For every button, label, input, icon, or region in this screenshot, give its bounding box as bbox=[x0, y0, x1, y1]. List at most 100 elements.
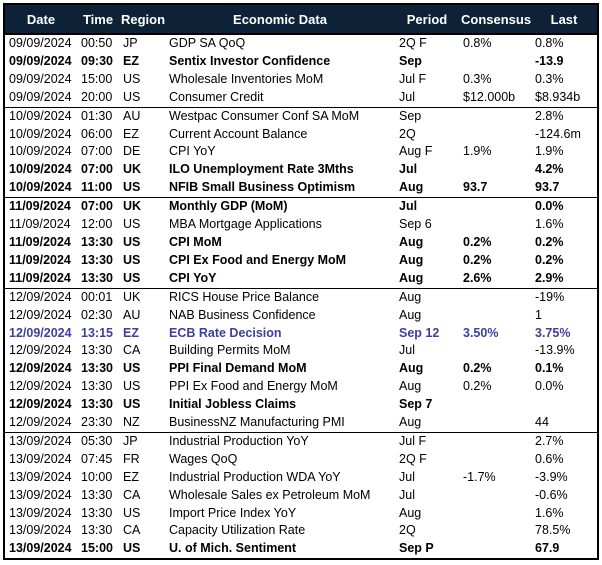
table-row: 09/09/2024 20:00 US Consumer Credit Jul $12.0… bbox=[5, 89, 597, 107]
cell-date: 10/09/2024 bbox=[9, 162, 72, 177]
table-row: 11/09/2024 07:00 UK Monthly GDP (MoM) Jul 0.0… bbox=[5, 197, 597, 217]
cell-last: 0.2% bbox=[535, 234, 564, 249]
cell-period: Sep P bbox=[399, 541, 434, 556]
table-row: 13/09/2024 13:30 CA Wholesale Sales ex Petr… bbox=[5, 487, 597, 505]
cell-time: 13:30 bbox=[81, 343, 113, 358]
cell-region: US bbox=[123, 361, 141, 376]
cell-date: 13/09/2024 bbox=[9, 469, 72, 484]
cell-consensus bbox=[459, 396, 531, 414]
cell-period: 2Q F bbox=[399, 36, 427, 50]
cell-time: 13:30 bbox=[81, 379, 113, 394]
table-row: 12/09/2024 02:30 AU NAB Business Confidence… bbox=[5, 307, 597, 325]
cell-region: US bbox=[123, 252, 141, 267]
cell-time: 13:30 bbox=[81, 270, 113, 285]
cell-consensus bbox=[459, 53, 531, 71]
cell-event: PPI Final Demand MoM bbox=[169, 361, 307, 376]
cell-period: Jul bbox=[395, 197, 459, 217]
cell-date: 12/09/2024 bbox=[9, 361, 72, 376]
table-row: 10/09/2024 01:30 AU Westpac Consumer Conf S… bbox=[5, 106, 597, 126]
cell-region: UK bbox=[119, 197, 165, 217]
table-row: 12/09/2024 13:15 EZ ECB Rate Decision Sep 12… bbox=[5, 325, 597, 343]
cell-time: 01:30 bbox=[77, 106, 119, 126]
cell-event: BusinessNZ Manufacturing PMI bbox=[169, 415, 345, 430]
cell-event: Import Price Index YoY bbox=[169, 505, 297, 520]
cell-event: Building Permits MoM bbox=[169, 343, 291, 358]
cell-region: US bbox=[123, 270, 141, 285]
cell-date: 12/09/2024 bbox=[5, 287, 77, 307]
cell-last: 0.2% bbox=[535, 252, 564, 267]
cell-last: -19% bbox=[531, 287, 597, 307]
cell-region: UK bbox=[119, 287, 165, 307]
column-header-region: Region bbox=[119, 5, 165, 35]
cell-period: Sep 12 bbox=[399, 325, 440, 340]
table-row: 12/09/2024 13:30 US PPI Ex Food and Energy … bbox=[5, 378, 597, 396]
cell-last: 44 bbox=[535, 415, 549, 430]
cell-last: -124.6m bbox=[535, 126, 581, 141]
table-header: Date Time Region Economic Data Period Co… bbox=[5, 5, 597, 35]
cell-last: 0.6% bbox=[535, 451, 564, 466]
cell-last: -13.9% bbox=[535, 343, 575, 358]
cell-date: 13/09/2024 bbox=[9, 487, 72, 502]
cell-last: 0.8% bbox=[535, 36, 564, 50]
table-row: 10/09/2024 07:00 DE CPI YoY Aug F 1.9% 1.9% bbox=[5, 143, 597, 161]
cell-consensus: 3.50% bbox=[463, 325, 499, 340]
cell-consensus bbox=[459, 287, 531, 307]
cell-date: 12/09/2024 bbox=[9, 379, 72, 394]
cell-consensus bbox=[459, 216, 531, 234]
table-row: 09/09/2024 09:30 EZ Sentix Investor Confide… bbox=[5, 53, 597, 71]
cell-consensus: 0.2% bbox=[463, 234, 492, 249]
table-row: 13/09/2024 15:00 US U. of Mich. Sentiment Se… bbox=[5, 540, 597, 558]
cell-last: -3.9% bbox=[535, 469, 568, 484]
cell-consensus: 2.6% bbox=[463, 270, 492, 285]
cell-last: -13.9 bbox=[535, 53, 564, 68]
cell-region: DE bbox=[123, 144, 141, 159]
cell-date: 11/09/2024 bbox=[5, 197, 77, 217]
cell-time: 13:30 bbox=[81, 397, 113, 412]
cell-event: Consumer Credit bbox=[169, 89, 264, 104]
cell-region: US bbox=[123, 505, 141, 520]
cell-region: AU bbox=[119, 106, 165, 126]
cell-period: Aug bbox=[399, 415, 422, 430]
cell-last bbox=[531, 396, 597, 414]
cell-event: Wholesale Inventories MoM bbox=[169, 71, 324, 86]
cell-last: 0.0% bbox=[535, 379, 564, 394]
cell-consensus bbox=[459, 106, 531, 126]
cell-time: 02:30 bbox=[81, 307, 113, 322]
economic-calendar-table: Date Time Region Economic Data Period Co… bbox=[5, 5, 597, 558]
column-header-consensus: Consensus bbox=[459, 5, 531, 35]
cell-event: Monthly GDP (MoM) bbox=[165, 197, 395, 217]
cell-last: 4.2% bbox=[535, 162, 564, 177]
cell-date: 09/09/2024 bbox=[9, 36, 72, 50]
cell-time: 13:30 bbox=[81, 505, 113, 520]
cell-event: RICS House Price Balance bbox=[165, 287, 395, 307]
table-row: 13/09/2024 05:30 JP Industrial Production Y… bbox=[5, 431, 597, 451]
cell-consensus bbox=[459, 307, 531, 325]
cell-last: 0.3% bbox=[535, 71, 564, 86]
cell-period: Aug bbox=[399, 270, 424, 285]
table-row: 13/09/2024 13:30 CA Capacity Utilization Ra… bbox=[5, 522, 597, 540]
cell-event: Wages QoQ bbox=[169, 451, 238, 466]
cell-date: 10/09/2024 bbox=[9, 180, 72, 195]
cell-consensus: 0.2% bbox=[463, 361, 492, 376]
cell-consensus bbox=[459, 505, 531, 523]
cell-consensus bbox=[459, 414, 531, 432]
cell-date: 10/09/2024 bbox=[9, 144, 72, 159]
cell-date: 13/09/2024 bbox=[9, 541, 72, 556]
table-row: 10/09/2024 11:00 US NFIB Small Business Opt… bbox=[5, 179, 597, 197]
cell-period: Aug bbox=[399, 252, 424, 267]
cell-period: Jul bbox=[399, 343, 415, 358]
cell-last: 2.7% bbox=[531, 431, 597, 451]
cell-consensus: 0.3% bbox=[463, 71, 492, 86]
cell-period: Sep bbox=[395, 106, 459, 126]
cell-region: EZ bbox=[123, 325, 139, 340]
header-row: Date Time Region Economic Data Period Co… bbox=[5, 5, 597, 35]
cell-event: Industrial Production WDA YoY bbox=[169, 469, 341, 484]
cell-period: Sep 6 bbox=[399, 217, 432, 232]
cell-date: 09/09/2024 bbox=[9, 71, 72, 86]
cell-date: 11/09/2024 bbox=[9, 252, 71, 267]
table-row: 13/09/2024 07:45 FR Wages QoQ 2Q F 0.6% bbox=[5, 451, 597, 469]
cell-time: 07:00 bbox=[81, 144, 113, 159]
table-row: 12/09/2024 23:30 NZ BusinessNZ Manufacturin… bbox=[5, 414, 597, 432]
cell-event: NFIB Small Business Optimism bbox=[169, 180, 356, 195]
cell-last: 1.6% bbox=[535, 217, 564, 232]
